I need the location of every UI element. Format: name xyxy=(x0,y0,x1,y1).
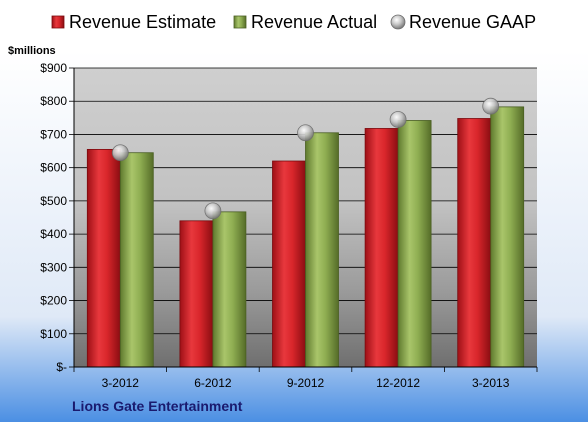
legend-label-revenue-actual: Revenue Actual xyxy=(251,12,377,32)
legend-swatch-revenue-gaap xyxy=(390,14,406,30)
bar-revenue-actual xyxy=(305,132,339,368)
marker-revenue-gaap xyxy=(297,124,314,142)
bar-revenue-estimate xyxy=(457,118,492,368)
y-tick-label: $600 xyxy=(40,161,67,175)
bar-revenue-actual xyxy=(397,120,432,368)
y-tick-label: $- xyxy=(56,360,67,374)
x-tick-label: 3-2012 xyxy=(102,376,140,390)
axes: $- $100 $200 $300 $400 $500 $600 $700 $800 $900 3-… xyxy=(40,61,538,390)
y-tick-label: $900 xyxy=(40,61,67,75)
y-tick-label: $200 xyxy=(40,294,67,308)
y-tick-label: $500 xyxy=(40,194,67,208)
x-tick-label: 12-2012 xyxy=(376,376,420,390)
bar-revenue-estimate xyxy=(364,128,399,368)
legend: Revenue Estimate Revenue Actual Revenue GA… xyxy=(51,12,536,32)
legend-label-revenue-estimate: Revenue Estimate xyxy=(69,12,216,32)
y-tick-label: $300 xyxy=(40,260,67,274)
x-tick-label: 6-2012 xyxy=(194,376,232,390)
y-tick-label: $800 xyxy=(40,94,67,108)
bar-revenue-actual xyxy=(212,211,247,368)
company-name: Lions Gate Entertainment xyxy=(72,398,243,414)
legend-swatch-revenue-actual xyxy=(233,15,247,29)
bar-revenue-estimate xyxy=(272,160,306,368)
legend-label-revenue-gaap: Revenue GAAP xyxy=(409,12,536,32)
bars xyxy=(86,106,525,368)
x-tick-label: 3-2013 xyxy=(472,376,510,390)
gaap-markers xyxy=(111,97,500,220)
bar-revenue-actual xyxy=(490,106,525,368)
y-tick-label: $400 xyxy=(40,227,67,241)
bar-revenue-estimate xyxy=(86,148,121,368)
legend-swatch-revenue-estimate xyxy=(51,15,65,29)
y-axis-unit-label: $millions xyxy=(8,45,56,57)
bar-revenue-estimate xyxy=(179,220,214,368)
marker-revenue-gaap xyxy=(204,202,222,220)
y-tick-label: $100 xyxy=(40,327,67,341)
x-tick-label: 9-2012 xyxy=(287,376,325,390)
marker-revenue-gaap xyxy=(389,111,407,128)
marker-revenue-gaap xyxy=(482,97,500,115)
y-tick-label: $700 xyxy=(40,127,67,141)
marker-revenue-gaap xyxy=(111,144,129,162)
bar-revenue-actual xyxy=(119,152,154,368)
